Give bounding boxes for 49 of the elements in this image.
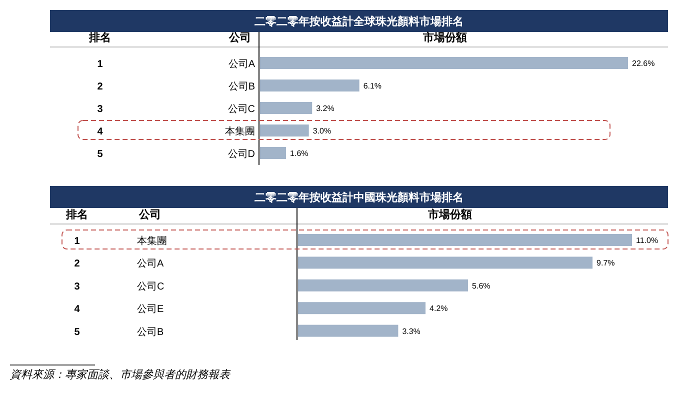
text: 2 bbox=[74, 258, 80, 270]
text: 4 bbox=[74, 304, 80, 316]
text: 2 bbox=[97, 82, 104, 92]
bar bbox=[260, 102, 312, 114]
y-axis-title: 公司 bbox=[228, 31, 251, 44]
y-tick-label: 公司C bbox=[228, 103, 255, 115]
chart-title: 二零二零年按收益計中國珠光顏料市場排名 bbox=[254, 191, 464, 204]
text: 5 bbox=[97, 149, 104, 160]
bar bbox=[298, 302, 426, 314]
x-axis-title: 市場份額 bbox=[422, 31, 467, 44]
data-label: 5.6% bbox=[472, 281, 490, 290]
text: 3 bbox=[74, 281, 80, 292]
y-tick-label: 公司B bbox=[137, 326, 164, 338]
y-tick-label: 公司A bbox=[137, 258, 164, 270]
data-label: 3.0% bbox=[312, 126, 332, 136]
data-label: 3.3% bbox=[402, 326, 420, 336]
data-label: 11.0% bbox=[636, 236, 658, 245]
text: 4 bbox=[97, 126, 104, 138]
bar bbox=[260, 57, 628, 69]
y-axis-title: 公司 bbox=[138, 208, 161, 221]
text: 1 bbox=[97, 59, 104, 70]
y-tick-label: 本集團 bbox=[225, 126, 255, 138]
data-label: 3.2% bbox=[316, 104, 334, 113]
bar bbox=[260, 147, 286, 159]
data-label: 1.6% bbox=[290, 149, 308, 158]
text: 排名 bbox=[65, 208, 88, 221]
text: 3 bbox=[97, 104, 104, 115]
bar bbox=[298, 324, 398, 337]
y-tick-label: 公司D bbox=[228, 148, 255, 160]
bar bbox=[298, 279, 468, 292]
data-label: 9.7% bbox=[596, 258, 615, 268]
bar bbox=[298, 234, 632, 246]
source-note: 資料來源：專家面談、市場參與者的財務報表 bbox=[10, 368, 231, 381]
y-tick-label: 公司E bbox=[137, 303, 164, 316]
text: 1 bbox=[74, 236, 80, 247]
data-label: 22.6% bbox=[632, 59, 655, 68]
x-axis-title: 市場份額 bbox=[427, 208, 472, 221]
text: 5 bbox=[74, 326, 80, 338]
data-label: 6.1% bbox=[363, 82, 382, 90]
y-tick-label: 公司C bbox=[137, 280, 164, 292]
chart-title: 二零二零年按收益計全球珠光顏料市場排名 bbox=[254, 15, 464, 28]
data-label: 4.2% bbox=[430, 304, 448, 314]
y-tick-label: 公司A bbox=[228, 58, 256, 70]
bar bbox=[260, 124, 309, 136]
bar bbox=[260, 80, 360, 92]
text: 排名 bbox=[88, 31, 111, 44]
y-tick-label: 公司B bbox=[228, 80, 256, 92]
bar bbox=[298, 256, 593, 269]
y-tick-label: 本集團 bbox=[137, 235, 167, 247]
